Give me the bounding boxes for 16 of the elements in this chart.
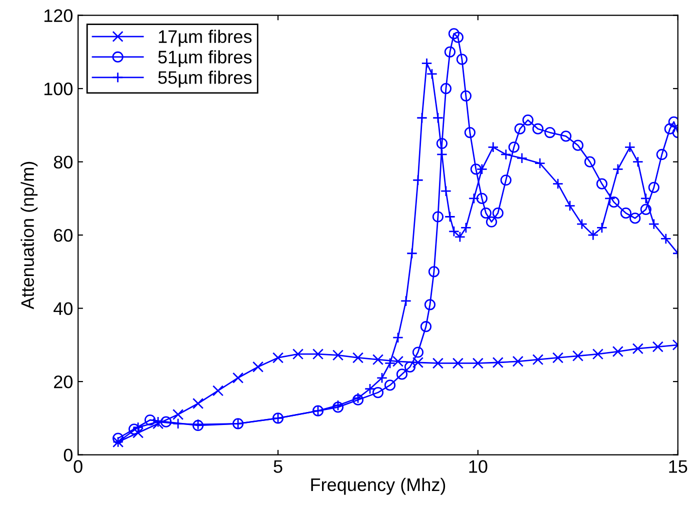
y-tick-label: 20 — [54, 375, 73, 388]
x-tick-label: 5 — [274, 460, 282, 473]
y-tick-label: 60 — [54, 228, 73, 242]
y-axis-title: Attenuation (np/m) — [20, 162, 38, 310]
y-tick-label: 80 — [54, 156, 73, 169]
y-tick-label: 0 — [64, 448, 73, 462]
legend-label: 51µm fibres — [158, 50, 252, 68]
y-tick-label: 40 — [54, 302, 73, 316]
y-tick-label: 120 — [44, 9, 73, 22]
legend-label: 55µm fibres — [158, 70, 252, 88]
y-tick-label: 100 — [44, 82, 73, 96]
x-tick-label: 10 — [469, 460, 488, 473]
legend-label: 17µm fibres — [158, 30, 252, 47]
x-axis-title: Frequency (Mhz) — [311, 478, 446, 495]
x-tick-label: 0 — [74, 460, 82, 473]
x-tick-label: 15 — [669, 460, 688, 473]
